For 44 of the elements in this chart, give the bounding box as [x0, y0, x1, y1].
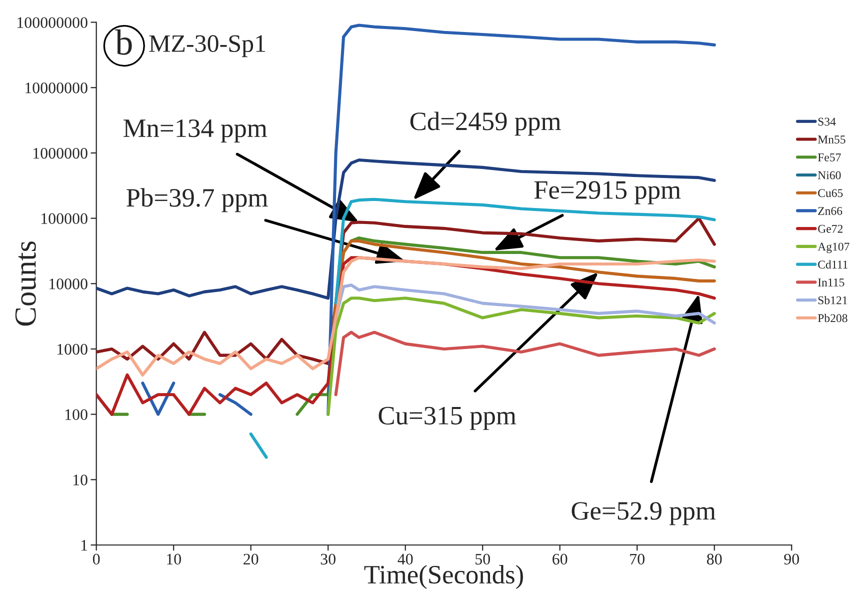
annotation: Cu=315 ppm — [378, 406, 516, 430]
y-tick-label: 1 — [81, 540, 88, 551]
annotation: b — [115, 29, 132, 55]
annotation: MZ-30-Sp1 — [149, 35, 266, 58]
y-tick-label: 10000 — [49, 278, 88, 290]
legend-label: Cd111 — [818, 260, 848, 269]
x-tick-label: 70 — [630, 554, 644, 565]
line-series — [96, 256, 716, 377]
y-tick-label: 100000000 — [18, 17, 88, 28]
y-tick-label: 100 — [65, 409, 88, 420]
legend-label: Fe57 — [818, 154, 841, 162]
legend-label: Mn55 — [818, 136, 846, 144]
legend-label: Sb121 — [818, 296, 848, 304]
x-tick-label: 30 — [320, 554, 336, 565]
x-tick-label: 50 — [476, 554, 490, 565]
x-tick-label: 20 — [244, 554, 258, 565]
line-series — [334, 330, 716, 396]
x-tick-label: 10 — [167, 554, 181, 565]
x-tick-label: 80 — [706, 554, 722, 565]
annotation: Cd=2459 ppm — [410, 112, 561, 136]
x-axis-title: Time(Seconds) — [364, 565, 523, 589]
y-tick-label: 10000000 — [26, 82, 88, 94]
y-tick-label: 100000 — [42, 213, 88, 224]
x-tick-label: 60 — [552, 554, 568, 565]
y-tick-label: 1000 — [57, 344, 88, 355]
legend-label: Pb208 — [818, 314, 848, 322]
legend-label: Ge72 — [818, 224, 843, 233]
annotation: Ge=52.9 ppm — [572, 502, 716, 526]
x-tick-label: 0 — [92, 554, 100, 565]
legend-label: S34 — [818, 118, 836, 126]
legend-label: Zn66 — [818, 207, 842, 215]
y-axis-title: Counts — [15, 241, 36, 326]
legend-label: In115 — [818, 278, 844, 286]
y-tick-label: 1000000 — [34, 148, 88, 159]
legend-label: Ag107 — [818, 242, 850, 254]
annotation: Fe=2915 ppm — [534, 181, 681, 204]
annotation: Pb=39.7 ppm — [126, 188, 268, 212]
line-series — [96, 158, 716, 300]
x-tick-label: 90 — [784, 554, 799, 565]
legend-label: Ni60 — [818, 171, 841, 180]
x-tick-label: 40 — [398, 554, 413, 565]
legend-label: Cu65 — [818, 189, 843, 198]
annotation: Mn=134 ppm — [124, 119, 268, 143]
y-tick-label: 10 — [73, 474, 88, 486]
